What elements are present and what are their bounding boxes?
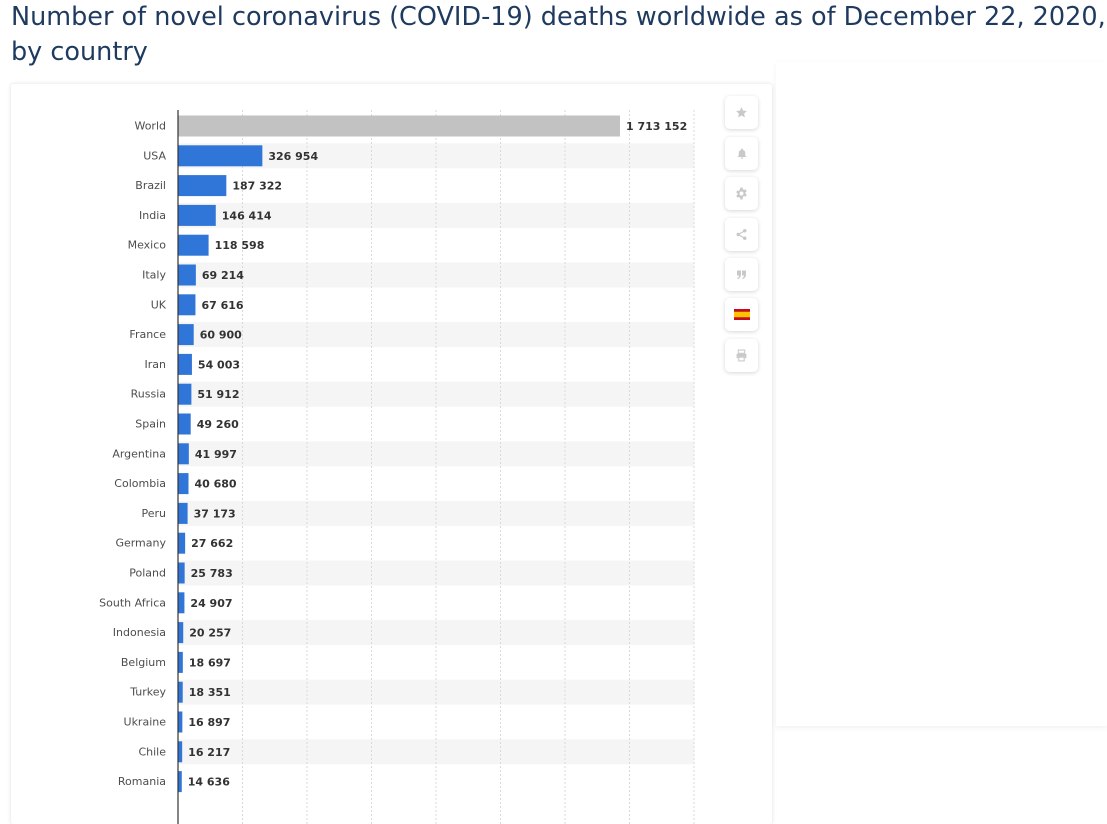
bar [178,771,182,793]
value-label: 16 217 [188,746,230,759]
row-band [178,560,694,586]
bar [178,145,263,167]
quote-icon [737,270,746,279]
favorite-button[interactable] [725,96,758,129]
value-label: 54 003 [198,358,240,371]
bar [178,711,183,733]
value-label: 40 680 [194,478,236,491]
value-label: 18 697 [189,656,231,669]
language-button[interactable] [725,298,758,331]
category-label: Poland [129,567,166,580]
bar [178,234,209,256]
bar [178,741,183,763]
bar [178,651,183,673]
value-label: 67 616 [201,299,243,312]
bar [178,443,189,465]
category-label: Romania [118,775,166,788]
value-label: 60 900 [200,329,242,342]
value-label: 20 257 [189,627,231,640]
value-label: 118 598 [215,239,265,252]
value-label: 1 713 152 [626,120,687,133]
category-label: Peru [141,507,166,520]
notification-button[interactable] [725,137,758,170]
value-label: 69 214 [202,269,244,282]
value-label: 24 907 [190,597,232,610]
bar [178,353,192,375]
value-label: 25 783 [191,567,233,580]
category-label: France [129,328,166,341]
value-label: 187 322 [232,180,282,193]
bar [178,294,196,316]
printer-icon [736,349,747,362]
value-label: 37 173 [194,507,236,520]
value-label: 18 351 [189,686,231,699]
bar [178,383,192,405]
print-button[interactable] [725,339,758,372]
bar [178,264,196,286]
value-label: 326 954 [268,150,318,163]
value-label: 51 912 [197,388,239,401]
category-label: Germany [115,537,166,550]
row-band [178,620,694,646]
bar [178,502,188,524]
category-label: Mexico [128,239,167,252]
share-button[interactable] [725,218,758,251]
bar [178,115,620,137]
category-label: Iran [145,358,167,371]
category-label: Turkey [129,686,166,699]
share-icon [736,228,747,241]
chart-card: World 1 713 152 USA 326 954 Brazil 187 322 Ind… [11,84,772,824]
bar [178,681,183,703]
category-label: World [134,120,166,133]
bar [178,413,191,435]
bar [178,175,227,197]
bar [178,562,185,584]
bar [178,204,216,226]
bell-icon [737,148,746,159]
category-label: Italy [142,269,166,282]
spain-flag-icon [733,309,750,320]
value-label: 41 997 [195,448,237,461]
category-label: Belgium [121,656,166,669]
bar [178,473,189,495]
category-label: USA [143,149,166,162]
category-label: Ukraine [124,716,167,729]
bar [178,324,194,346]
category-label: South Africa [99,596,166,609]
row-band [178,500,694,526]
cite-button[interactable] [725,258,758,291]
category-label: Colombia [114,477,166,490]
page-title: Number of novel coronavirus (COVID-19) d… [11,2,1106,67]
gear-icon [736,187,747,200]
value-label: 27 662 [191,537,233,550]
category-label: Brazil [135,179,166,192]
side-panel [776,62,1107,726]
value-label: 146 414 [222,209,272,222]
category-label: UK [151,298,167,311]
bar [178,592,185,614]
bar-chart: World 1 713 152 USA 326 954 Brazil 187 322 Ind… [99,110,695,824]
category-label: Spain [135,418,166,431]
value-label: 14 636 [188,776,230,789]
settings-button[interactable] [725,177,758,210]
bar [178,622,184,644]
category-label: Argentina [112,447,166,460]
category-label: India [139,209,166,222]
bar [178,532,186,554]
star-icon [736,107,747,118]
value-label: 49 260 [197,418,239,431]
category-label: Russia [131,388,166,401]
category-label: Chile [138,745,166,758]
value-label: 16 897 [188,716,230,729]
category-label: Indonesia [113,626,166,639]
